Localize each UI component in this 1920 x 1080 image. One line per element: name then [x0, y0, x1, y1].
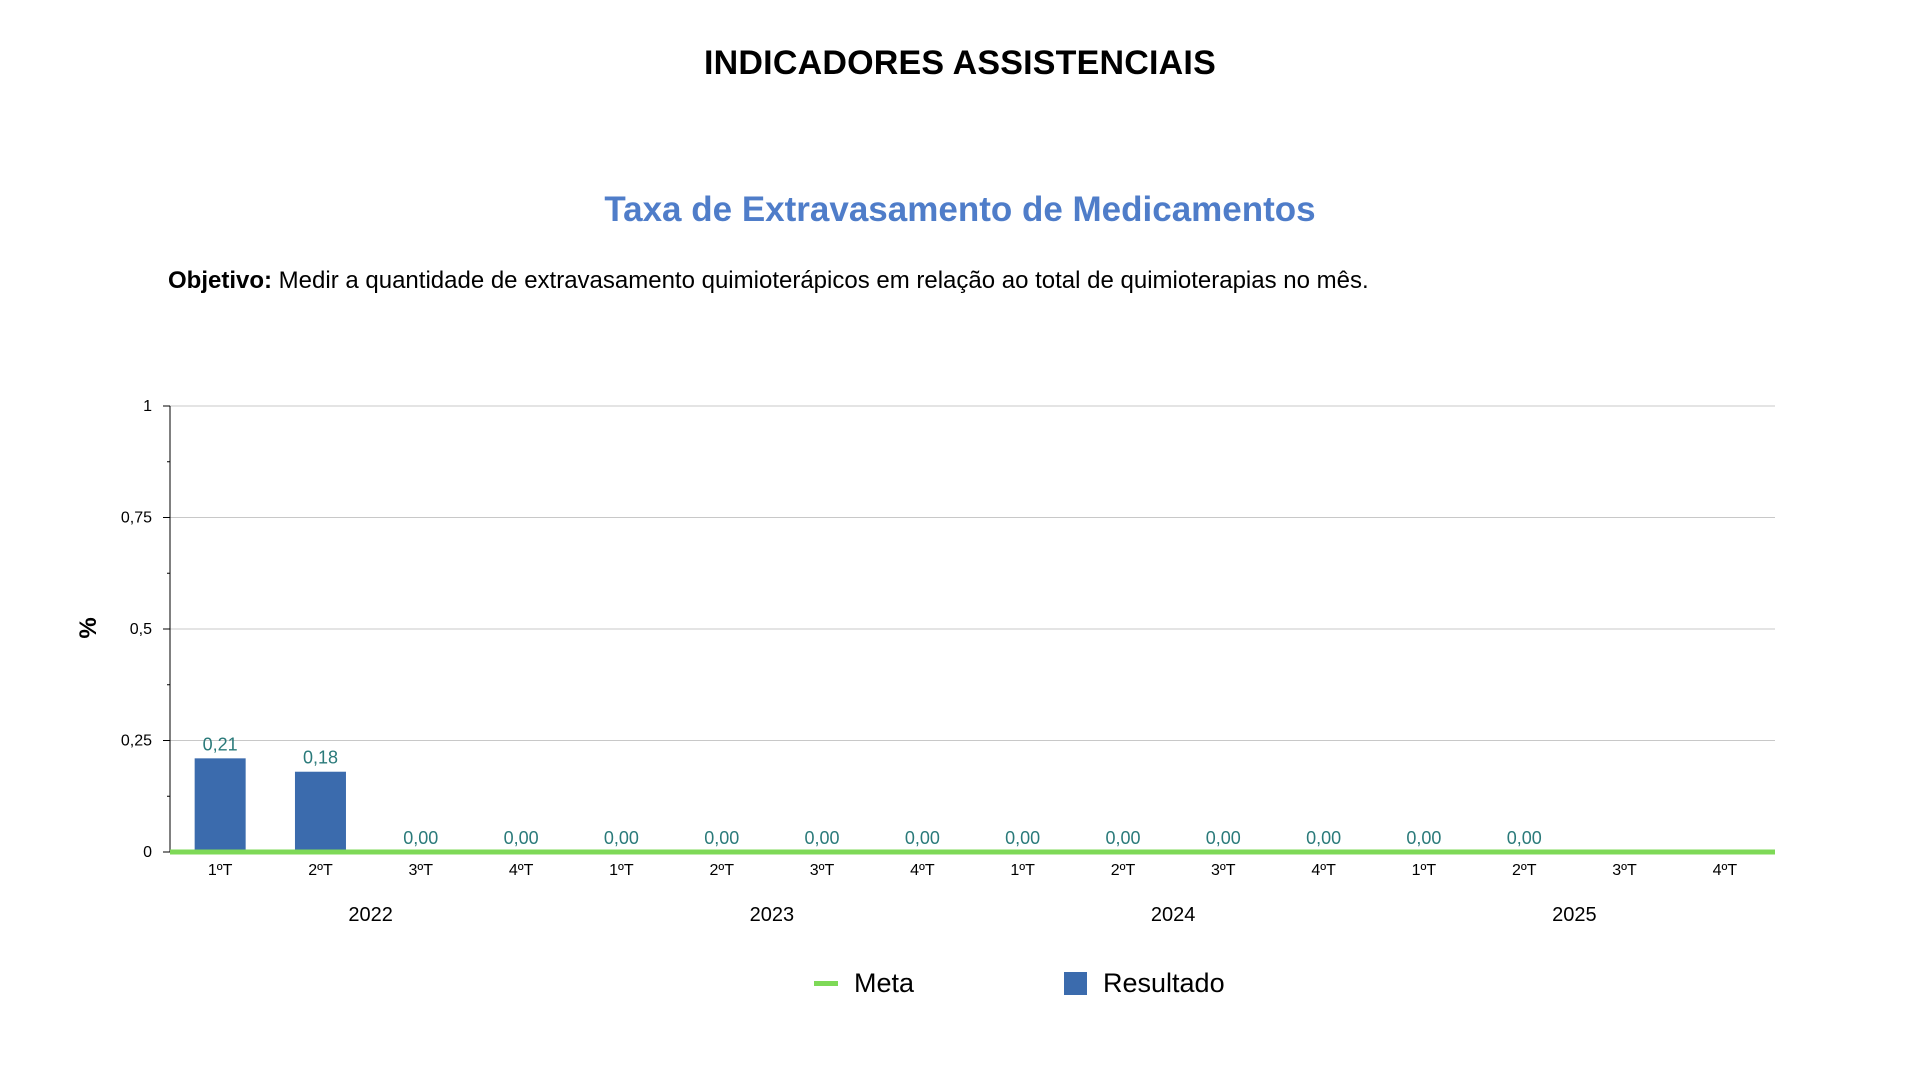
x-category-label: 3ºT: [810, 862, 835, 879]
y-tick-label: 0,25: [121, 733, 152, 750]
x-category-label: 1ºT: [208, 862, 233, 879]
data-label: 0,00: [403, 828, 438, 848]
y-tick-label: 0,5: [130, 621, 152, 638]
grid: [170, 405, 1775, 741]
data-label: 0,00: [1105, 828, 1140, 848]
legend-meta-swatch: [814, 981, 838, 986]
x-category-label: 2ºT: [1512, 862, 1537, 879]
x-category-label: 4ºT: [910, 862, 935, 879]
x-category-label: 1ºT: [1412, 862, 1437, 879]
legend-item-meta: Meta: [814, 968, 914, 999]
chart-title: Taxa de Extravasamento de Medicamentos: [604, 190, 1316, 229]
x-group-label: 2025: [1552, 904, 1597, 926]
data-label: 0,00: [1206, 828, 1241, 848]
axes: 0 0,25 0,5 0,75 1 1ºT 2ºT 3ºT 4ºT 1ºT 2ºT 3ºT 4ºT 1ºT…: [121, 398, 1737, 926]
x-category-label: 2ºT: [709, 862, 734, 879]
x-category-label: 2ºT: [308, 862, 333, 879]
data-label: 0,00: [604, 828, 639, 848]
page-header: INDICADORES ASSISTENCIAIS: [704, 44, 1216, 82]
x-category-label: 3ºT: [1211, 862, 1236, 879]
y-tick-label: 1: [143, 398, 152, 415]
bar: [294, 771, 346, 852]
objective: Objetivo: Medir a quantidade de extravas…: [168, 267, 1369, 295]
legend: Meta Resultado: [0, 968, 1920, 1008]
x-category-label: 3ºT: [409, 862, 434, 879]
x-group-label: 2022: [348, 904, 393, 926]
data-label: 0,00: [805, 828, 840, 848]
data-label: 0,00: [1406, 828, 1441, 848]
data-label: 0,00: [1507, 828, 1542, 848]
objective-label: Objetivo:: [168, 267, 273, 294]
data-label: 0,00: [1005, 828, 1040, 848]
x-category-label: 1ºT: [609, 862, 634, 879]
bars: [194, 758, 346, 852]
data-label: 0,00: [1306, 828, 1341, 848]
y-tick-label: 0,75: [121, 510, 152, 527]
x-group-label: 2024: [1151, 904, 1196, 926]
bar: [194, 758, 246, 852]
legend-resultado-swatch: [1064, 972, 1087, 995]
data-labels: 0,21 0,18 0,00 0,00 0,00 0,00 0,00 0,00 0,00 0,00…: [203, 734, 1542, 848]
x-category-label: 4ºT: [1713, 862, 1738, 879]
data-label: 0,21: [203, 734, 238, 754]
legend-resultado-label: Resultado: [1103, 968, 1225, 998]
y-axis-label: %: [75, 617, 102, 638]
data-label: 0,18: [303, 748, 338, 768]
data-label: 0,00: [704, 828, 739, 848]
legend-item-resultado: Resultado: [1064, 968, 1225, 999]
data-label: 0,00: [905, 828, 940, 848]
x-category-label: 4ºT: [1311, 862, 1336, 879]
x-group-label: 2023: [750, 904, 795, 926]
x-category-label: 3ºT: [1612, 862, 1637, 879]
legend-meta-label: Meta: [854, 968, 915, 998]
objective-text: Medir a quantidade de extravasamento qui…: [272, 267, 1369, 294]
x-category-label: 2ºT: [1111, 862, 1136, 879]
x-category-label: 1ºT: [1010, 862, 1035, 879]
y-tick-label: 0: [143, 844, 152, 861]
data-label: 0,00: [504, 828, 539, 848]
x-category-label: 4ºT: [509, 862, 534, 879]
